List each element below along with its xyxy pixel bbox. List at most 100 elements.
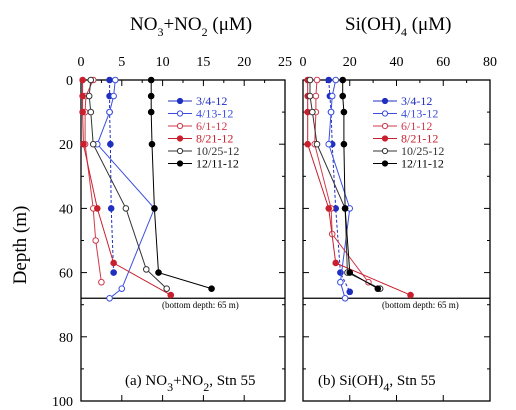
panel-a-series-point-5	[208, 285, 215, 292]
panel-b-series-point-1	[325, 140, 333, 148]
panel-a-series-point-1	[106, 108, 113, 116]
panel-b-series-line-5	[342, 80, 379, 290]
panel-a: 0 5 10 15 20 25 0 20 40 60 80 100 (bottom depth: 65 …	[52, 55, 292, 410]
panel-a-title-sub-3: 3	[157, 25, 163, 39]
panel-b-series-point-5	[346, 269, 354, 276]
panel-a-xtick-label: 25	[278, 55, 292, 70]
panel-a-series-point-3	[80, 140, 87, 148]
panel-a-legend-marker-1	[176, 110, 184, 117]
panel-a-series-point-5	[155, 269, 162, 276]
panel-a-series-point-4	[122, 205, 130, 212]
panel-a-series-point-1	[106, 294, 113, 302]
panel-a-xtick-label: 20	[237, 55, 251, 70]
panel-a-label-part-e: , Stn 55	[209, 373, 255, 389]
panel-a-legend-marker-3	[176, 135, 184, 142]
panel-b-bottom-depth-note: (bottom depth: 65 m)	[382, 300, 459, 310]
panel-b-xtick-label: 80	[483, 55, 497, 70]
panel-b-label: (b) Si(OH)4, Stn 55	[318, 373, 436, 394]
panel-b-xtick-label: 40	[390, 55, 404, 70]
panel-a-bottom-depth-note: (bottom depth: 65 m)	[162, 300, 239, 310]
panel-b-series-point-4	[306, 76, 314, 84]
panel-a-series-point-0	[107, 140, 114, 148]
panel-b-series-point-4	[309, 108, 316, 116]
panel-b-series-point-3	[325, 205, 333, 212]
panel-a-xtick-label: 0	[78, 55, 85, 70]
panel-b-series-point-2	[312, 92, 320, 100]
panel-a-series-point-5	[147, 92, 155, 100]
panel-a-xtick-label: 10	[156, 55, 170, 70]
panel-a-series-point-4	[163, 285, 170, 292]
panel-a-legend-marker-2	[176, 122, 184, 130]
panel-a-series-point-5	[151, 205, 158, 212]
panel-a-series-line-1	[96, 79, 155, 299]
panel-a-series-point-3	[79, 92, 86, 100]
panel-b-series-point-5	[339, 92, 347, 100]
panel-b-legend-label-2: 6/1-12	[401, 119, 432, 133]
panel-b-xtick-label: 60	[436, 55, 450, 70]
ytick-label: 40	[59, 202, 73, 217]
ytick-label: 20	[59, 138, 73, 153]
panel-a-series-point-3	[79, 76, 86, 84]
panel-b-label-part-e: , Stn 55	[389, 373, 435, 389]
panel-a-series-point-4	[89, 140, 97, 148]
panel-b-series-point-5	[339, 76, 347, 84]
panel-b-legend-label-3: 8/21-12	[401, 132, 438, 146]
panel-b-series-point-0	[325, 76, 333, 84]
y-axis-label: Depth (m)	[10, 206, 31, 285]
panel-b-legend-label-1: 4/13-12	[401, 107, 438, 121]
panel-b-series-point-5	[374, 285, 382, 292]
panel-b-series-point-1	[337, 278, 344, 286]
panel-b: 0 20 40 60 80 (bottom depth: 65 m) 3/4-124/13-…	[300, 55, 497, 402]
panel-a-label-sub-b: 3	[167, 380, 173, 394]
panel-a-series-point-5	[148, 140, 156, 148]
panel-b-series-point-5	[341, 205, 349, 212]
panel-a-series-point-4	[87, 108, 95, 116]
panel-a-series-point-4	[85, 92, 93, 100]
panel-b-xtick-label: 0	[300, 55, 307, 70]
panel-a-series-point-1	[118, 285, 126, 292]
panel-a-legend-marker-5	[176, 160, 184, 167]
panel-a-frame	[80, 79, 286, 402]
panel-b-frame	[302, 79, 491, 402]
panel-b-xtick-label: 20	[343, 55, 357, 70]
panel-a-label-sub-d: 2	[203, 380, 209, 394]
panel-b-legend-label-4: 10/25-12	[401, 144, 444, 158]
panel-b-series-point-3	[332, 259, 340, 267]
panel-b-title-part-a: Si(OH)	[345, 14, 401, 35]
panel-a-series-point-5	[147, 76, 155, 84]
panel-a-series-point-4	[142, 266, 150, 273]
panel-a-title-part-c: +NO	[163, 14, 201, 35]
panel-b-series-point-0	[346, 288, 354, 296]
panel-a-series-point-2	[92, 237, 99, 244]
panel-a-series-point-0	[106, 76, 113, 84]
ytick-label: 60	[59, 267, 73, 282]
panel-b-series-point-3	[407, 291, 414, 299]
panel-b-series-point-4	[306, 92, 314, 100]
panel-a-series-point-3	[167, 291, 175, 299]
panel-a-title-sub-2: 2	[202, 25, 208, 39]
panel-a-series-point-0	[107, 205, 115, 212]
panel-b-legend-marker-4	[381, 147, 389, 155]
panel-b-legend-label-5: 12/11-12	[401, 157, 444, 171]
panel-b-series-point-4	[313, 140, 321, 148]
panel-a-series-point-1	[110, 92, 117, 100]
panel-a-series-line-4	[88, 79, 168, 289]
panel-b-series-point-1	[327, 108, 335, 116]
panel-b-series-point-1	[332, 76, 340, 84]
ytick-label: 80	[59, 331, 73, 346]
panel-b-legend-marker-1	[381, 110, 389, 117]
panel-a-label-part-c: +NO	[173, 373, 203, 389]
panel-a-series-point-3	[79, 108, 86, 116]
panel-a-title-part-e: (μM)	[208, 14, 253, 35]
panel-a-legend-label-0: 3/4-12	[196, 94, 227, 108]
panel-b-legend-label-0: 3/4-12	[401, 94, 432, 108]
panel-a-series-point-3	[110, 259, 117, 267]
panel-a-legend-label-5: 12/11-12	[196, 157, 239, 171]
panel-a-xtick-label: 15	[196, 55, 210, 70]
panel-a-legend-label-4: 10/25-12	[196, 144, 239, 158]
panel-b-title-part-e: (μM)	[407, 14, 452, 35]
panel-a-series-point-2	[98, 278, 105, 286]
panel-b-series-line-3	[307, 80, 411, 296]
panel-a-series-point-1	[111, 76, 119, 84]
